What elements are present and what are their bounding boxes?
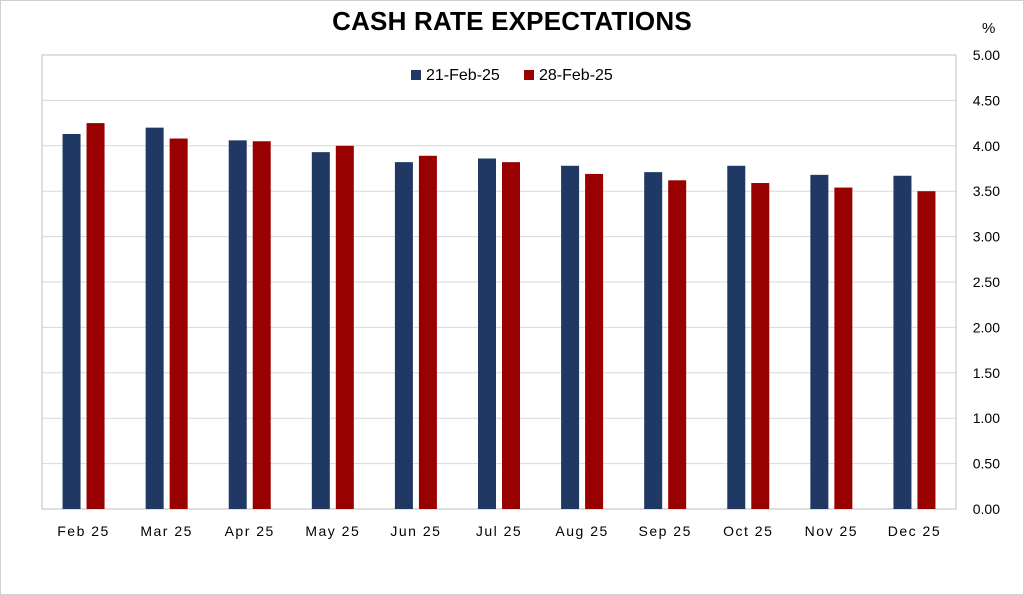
- bar-series2-jul-25: [502, 162, 520, 510]
- bar-series1-dec-25: [893, 175, 912, 509]
- y-tick-label: 3.00: [973, 229, 1000, 245]
- x-tick-label: Apr 25: [225, 523, 275, 539]
- y-tick-label: 1.00: [973, 410, 1000, 426]
- y-tick-label: 4.00: [973, 138, 1000, 154]
- bar-series2-mar-25: [169, 138, 188, 509]
- bar-series1-aug-25: [561, 165, 580, 509]
- legend-swatch: [524, 70, 534, 80]
- x-tick-label: Jul 25: [476, 523, 522, 539]
- y-tick-label: 0.00: [973, 501, 1000, 517]
- legend-label: 21-Feb-25: [426, 67, 500, 84]
- y-tick-label: 3.50: [973, 183, 1000, 199]
- x-tick-label: Feb 25: [57, 523, 110, 539]
- bar-series2-sep-25: [668, 180, 687, 509]
- bar-series2-dec-25: [917, 191, 936, 509]
- bars: [62, 123, 936, 510]
- bar-series1-may-25: [311, 152, 330, 509]
- chart-title: CASH RATE EXPECTATIONS: [332, 6, 692, 36]
- legend-swatch: [411, 70, 421, 80]
- bar-series2-apr-25: [252, 141, 271, 509]
- bar-series1-oct-25: [727, 165, 746, 509]
- x-tick-label: Aug 25: [555, 523, 608, 539]
- y-axis-ticks: 0.00 0.50 1.00 1.50 2.00 2.50 3.00 3.50 4.00 4.50…: [973, 47, 1000, 517]
- plot-area: [41, 54, 957, 510]
- bar-series1-jul-25: [478, 158, 496, 509]
- bar-series2-aug-25: [585, 173, 604, 509]
- y-tick-label: 4.50: [973, 92, 1000, 108]
- bar-series1-nov-25: [810, 174, 829, 509]
- bar-series1-mar-25: [145, 127, 164, 509]
- bar-series2-may-25: [335, 145, 354, 510]
- y-tick-label: 1.50: [973, 365, 1000, 381]
- y-axis-unit: %: [982, 20, 996, 37]
- legend: 21-Feb-25 28-Feb-25: [411, 67, 613, 84]
- x-tick-label: Nov 25: [805, 523, 858, 539]
- x-tick-label: Sep 25: [638, 523, 691, 539]
- x-tick-label: Dec 25: [888, 523, 941, 539]
- x-tick-label: Jun 25: [390, 523, 441, 539]
- x-tick-label: Oct 25: [723, 523, 773, 539]
- x-axis-ticks: Feb 25 Mar 25 Apr 25 May 25 Jun 25 Jul 25 Aug …: [57, 523, 941, 539]
- y-tick-label: 0.50: [973, 456, 1000, 472]
- bar-series2-nov-25: [834, 187, 853, 509]
- x-tick-label: Mar 25: [140, 523, 193, 539]
- bar-series1-sep-25: [644, 172, 663, 509]
- bar-series1-jun-25: [394, 162, 413, 510]
- y-tick-label: 2.50: [973, 274, 1000, 290]
- y-tick-label: 5.00: [973, 47, 1000, 63]
- x-tick-label: May 25: [305, 523, 360, 539]
- bar-series1-feb-25: [62, 133, 81, 509]
- y-tick-label: 2.00: [973, 319, 1000, 335]
- bar-series1-apr-25: [228, 140, 247, 510]
- bar-series2-jun-25: [418, 155, 437, 509]
- legend-label: 28-Feb-25: [539, 67, 613, 84]
- bar-series2-oct-25: [751, 183, 770, 509]
- bar-series2-feb-25: [86, 123, 105, 509]
